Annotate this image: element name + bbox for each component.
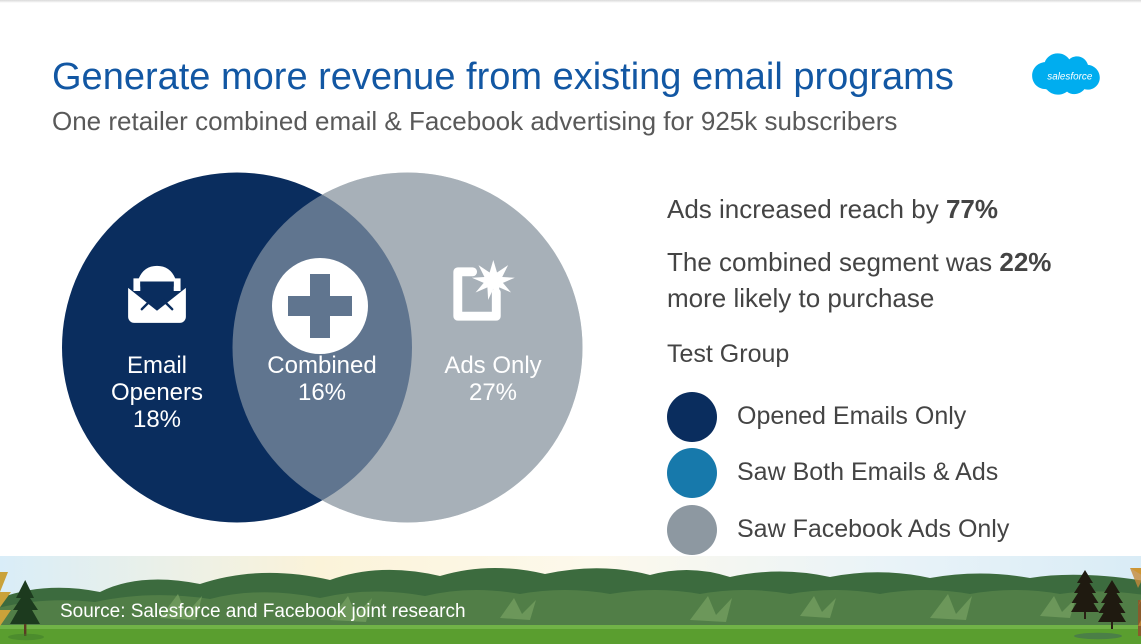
- svg-text:salesforce: salesforce: [1047, 72, 1093, 83]
